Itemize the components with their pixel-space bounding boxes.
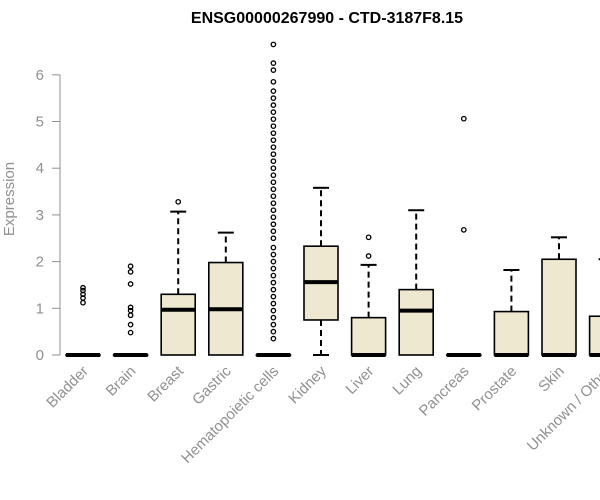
outlier-point	[270, 307, 277, 314]
outlier-point	[270, 235, 277, 242]
outlier-point	[270, 258, 277, 265]
outlier-point	[270, 286, 277, 293]
outlier-point	[270, 279, 277, 286]
box-brain	[112, 263, 149, 357]
outlier-point	[270, 321, 277, 328]
y-tick-label: 0	[36, 347, 44, 364]
outlier-point	[127, 312, 134, 319]
y-axis: 0 1 2 3 4 5 6	[36, 67, 61, 364]
x-tick-label: Prostate	[469, 363, 521, 415]
outlier-point	[270, 95, 277, 102]
outlier-point	[270, 60, 277, 66]
y-tick-label: 1	[36, 300, 44, 317]
x-tick-label: Breast	[144, 362, 187, 405]
outlier-point	[365, 234, 372, 241]
outlier-point	[270, 221, 277, 228]
outlier-point	[270, 314, 277, 321]
outlier-point	[175, 198, 182, 205]
outlier-point	[127, 304, 134, 311]
boxes-group	[65, 41, 600, 357]
box-gastric	[208, 231, 244, 356]
outlier-point	[127, 281, 134, 287]
outlier-point	[270, 67, 277, 73]
outlier-point	[270, 116, 277, 123]
outlier-point	[270, 165, 277, 172]
outlier-point	[460, 226, 467, 233]
y-tick-label: 5	[36, 114, 44, 131]
box-hematopoietic-cells	[255, 41, 292, 357]
y-axis-label: Expression	[1, 162, 18, 236]
x-tick-label: Pancreas	[416, 363, 473, 420]
x-tick-label: Brain	[103, 363, 140, 400]
outlier-point	[270, 207, 277, 214]
outlier-point	[270, 179, 277, 186]
outlier-point	[270, 88, 277, 94]
outlier-point	[270, 335, 277, 342]
outlier-point	[80, 284, 86, 291]
outlier-point	[127, 269, 134, 275]
y-tick-label: 3	[36, 207, 44, 224]
outlier-point	[80, 295, 86, 301]
outlier-point	[270, 130, 277, 137]
outlier-point	[270, 186, 277, 193]
outlier-point	[270, 41, 277, 48]
x-tick-label: Lung	[389, 363, 425, 399]
outlier-point	[270, 272, 277, 279]
y-tick-label: 6	[36, 67, 44, 84]
x-tick-label: Skin	[535, 363, 568, 396]
outlier-point	[270, 158, 277, 165]
y-tick-label: 2	[36, 254, 44, 271]
outlier-point	[270, 200, 277, 207]
outlier-point	[80, 299, 86, 306]
outlier-point	[270, 78, 277, 85]
iqr-box	[493, 310, 530, 356]
x-tick-label: Liver	[342, 363, 377, 398]
outlier-point	[270, 228, 277, 235]
outlier-point	[270, 265, 277, 272]
box-bladder	[65, 284, 101, 357]
outlier-point	[127, 307, 134, 314]
outlier-point	[80, 291, 86, 298]
outlier-point	[270, 102, 277, 109]
box-lung	[398, 209, 435, 356]
outlier-point	[270, 193, 277, 200]
box-liver	[350, 234, 387, 357]
iqr-box	[541, 258, 577, 356]
outlier-point	[127, 263, 134, 270]
y-tick-label: 4	[36, 160, 44, 177]
outlier-point	[270, 328, 277, 335]
box-skin	[541, 236, 577, 357]
box-pancreas	[445, 115, 482, 357]
outlier-point	[270, 251, 277, 258]
outlier-point	[365, 253, 372, 259]
outlier-point	[270, 144, 277, 151]
box-kidney	[303, 186, 339, 356]
outlier-point	[127, 321, 134, 328]
outlier-point	[270, 172, 277, 179]
outlier-point	[460, 115, 467, 122]
x-tick-label: Gastric	[189, 362, 235, 408]
box-unknown-other	[588, 258, 600, 357]
chart-title: ENSG00000267990 - CTD-3187F8.15	[191, 10, 463, 27]
outlier-point	[270, 151, 277, 158]
outlier-point	[270, 244, 277, 251]
x-tick-label: Bladder	[43, 363, 92, 412]
outlier-point	[270, 137, 277, 144]
outlier-point	[270, 300, 277, 307]
iqr-box	[350, 316, 387, 356]
x-tick-label: Kidney	[285, 362, 330, 407]
box-breast	[160, 198, 196, 356]
outlier-point	[80, 287, 86, 294]
outlier-point	[270, 214, 277, 221]
iqr-box	[160, 293, 196, 356]
outlier-point	[270, 123, 277, 130]
outlier-point	[270, 293, 277, 300]
outlier-point	[270, 109, 277, 116]
box-prostate	[493, 269, 530, 357]
outlier-point	[127, 329, 134, 336]
iqr-box	[398, 288, 435, 356]
iqr-box	[588, 315, 600, 356]
